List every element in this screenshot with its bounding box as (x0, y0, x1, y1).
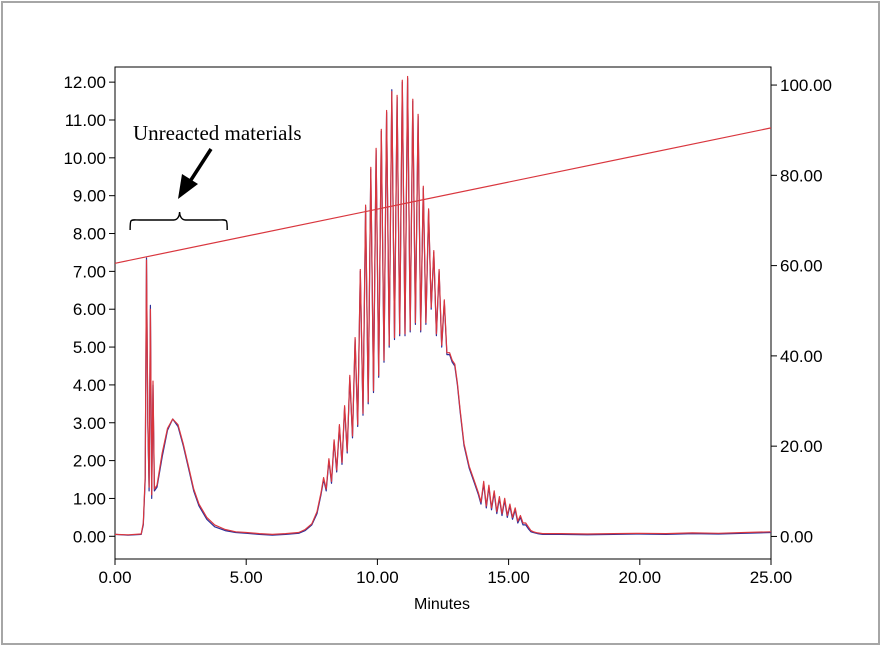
annotation-arrow-shaft (187, 148, 213, 184)
y-tick-label: 6.00 (73, 300, 106, 319)
y-tick-label: 7.00 (73, 262, 106, 281)
y-tick-label: 11.00 (65, 111, 106, 130)
y2-tick-label: 20.00 (780, 437, 823, 456)
annotation-bracket (129, 211, 228, 231)
x-tick-label: 15.00 (487, 568, 530, 587)
trace-series-1 (114, 75, 772, 536)
y-tick-label: 10.00 (63, 149, 106, 168)
x-tick-label: 5.00 (230, 568, 263, 587)
x-tick-label: 20.00 (619, 568, 662, 587)
plot-border (114, 66, 772, 560)
y-tick-label: 3.00 (73, 414, 106, 433)
y-tick-label: 2.00 (73, 452, 106, 471)
annotation-arrow-head (178, 174, 198, 199)
annotation-label: Unreacted materials (133, 121, 302, 145)
x-axis-title: Minutes (414, 596, 470, 613)
y-tick-label: 4.00 (73, 376, 106, 395)
y2-tick-label: 80.00 (780, 166, 823, 185)
axes-group: 0.00 5.00 10.00 15.00 20.00 25.00 0.00 1.00 2.00… (63, 73, 832, 587)
y-tick-label: 5.00 (73, 338, 106, 357)
trace-series-0 (114, 77, 772, 536)
plot-area (114, 66, 772, 560)
y2-tick-label: 60.00 (780, 257, 823, 276)
annotation-group: Unreacted materials (129, 121, 302, 231)
y-tick-label: 12.00 (63, 73, 106, 92)
gradient-line-series-2 (114, 127, 772, 264)
y-tick-label: 0.00 (73, 527, 106, 546)
x-tick-label: 10.00 (356, 568, 399, 587)
x-tick-label: 25.00 (750, 568, 793, 587)
x-tick-label: 0.00 (98, 568, 131, 587)
y-tick-label: 9.00 (73, 187, 106, 206)
y2-tick-label: 100.00 (780, 76, 832, 95)
y2-tick-label: 40.00 (780, 347, 823, 366)
y2-tick-label: 0.00 (780, 527, 813, 546)
y-tick-label: 1.00 (73, 489, 106, 508)
series-group (114, 75, 772, 536)
y-tick-label: 8.00 (73, 225, 106, 244)
